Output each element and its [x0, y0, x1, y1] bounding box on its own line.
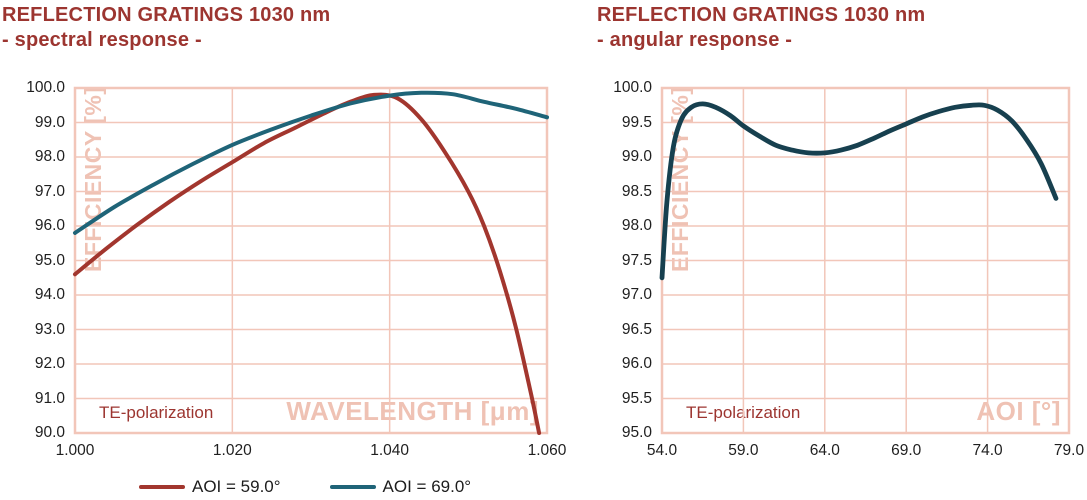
- plot-border: [73, 86, 549, 435]
- spectral-title-block: REFLECTION GRATINGS 1030 nm - spectral r…: [2, 3, 330, 53]
- series-line-angular-sweep: [659, 101, 1059, 281]
- y-tick-label: 99.0: [621, 148, 652, 165]
- y-tick-label: 90.0: [34, 424, 65, 441]
- y-tick-label: 98.0: [621, 217, 652, 234]
- y-tick-label: 97.5: [621, 251, 652, 269]
- y-tick-label: 99.5: [621, 113, 652, 131]
- y-tick-label: 94.0: [34, 286, 65, 303]
- spectral-chart-subtitle: - spectral response -: [2, 29, 202, 51]
- legend: AOI = 59.0° AOI = 69.0°: [139, 477, 471, 497]
- y-tick-label: 98.0: [34, 148, 65, 165]
- y-tick-label: 95.0: [621, 424, 652, 441]
- spectral-chart-title: REFLECTION GRATINGS 1030 nm: [2, 4, 331, 26]
- x-tick-label: 79.0: [1053, 442, 1085, 459]
- spectral-polarization-note: TE-polarization: [99, 403, 214, 422]
- series-line-aoi-59: [73, 92, 542, 435]
- y-tick-label: 96.0: [621, 355, 652, 372]
- y-tick-label: 96.5: [621, 320, 652, 338]
- x-tick-label: 1.060: [527, 442, 567, 459]
- x-tick-label: 69.0: [891, 442, 922, 459]
- legend-item-aoi-69: AOI = 69.0°: [329, 477, 472, 497]
- legend-swatch-aoi-59: [139, 484, 185, 490]
- y-tick-label: 100.0: [613, 79, 652, 96]
- x-tick-label: 1.020: [212, 442, 252, 459]
- series-line-aoi-69: [73, 90, 549, 235]
- x-tick-label: 64.0: [809, 442, 840, 459]
- y-tick-label: 100.0: [26, 79, 65, 96]
- y-tick-label: 99.0: [34, 113, 65, 131]
- x-tick-label: 1.000: [55, 442, 95, 459]
- x-tick-label: 1.040: [370, 442, 410, 459]
- y-tick-label: 93.0: [34, 320, 65, 338]
- angular-title-block: REFLECTION GRATINGS 1030 nm - angular re…: [597, 3, 925, 53]
- y-tick-label: 97.0: [621, 286, 652, 303]
- y-tick-label: 98.5: [621, 182, 652, 200]
- legend-item-aoi-59: AOI = 59.0°: [139, 477, 281, 497]
- angular-x-axis-label: AOI [°]: [976, 396, 1061, 426]
- y-tick-label: 92.0: [34, 355, 65, 372]
- y-tick-label: 96.0: [34, 217, 65, 234]
- y-tick-label: 95.5: [621, 389, 652, 407]
- angular-chart-subtitle: - angular response -: [597, 29, 793, 51]
- angular-chart-title: REFLECTION GRATINGS 1030 nm: [597, 4, 926, 26]
- y-tick-label: 97.0: [34, 182, 65, 200]
- legend-label: AOI = 59.0°: [192, 477, 281, 496]
- y-tick-label: 95.0: [34, 251, 65, 269]
- spectral-x-axis-label: WAVELENGTH [μm]: [286, 396, 539, 426]
- x-tick-label: 74.0: [972, 442, 1003, 459]
- legend-label: AOI = 69.0°: [382, 477, 472, 496]
- angular-plot-area: [659, 86, 1071, 435]
- y-tick-label: 91.0: [34, 389, 65, 407]
- spectral-plot-area: [73, 86, 549, 435]
- x-tick-label: 59.0: [728, 442, 759, 459]
- legend-swatch-aoi-69: [329, 484, 376, 490]
- x-tick-label: 54.0: [646, 442, 678, 459]
